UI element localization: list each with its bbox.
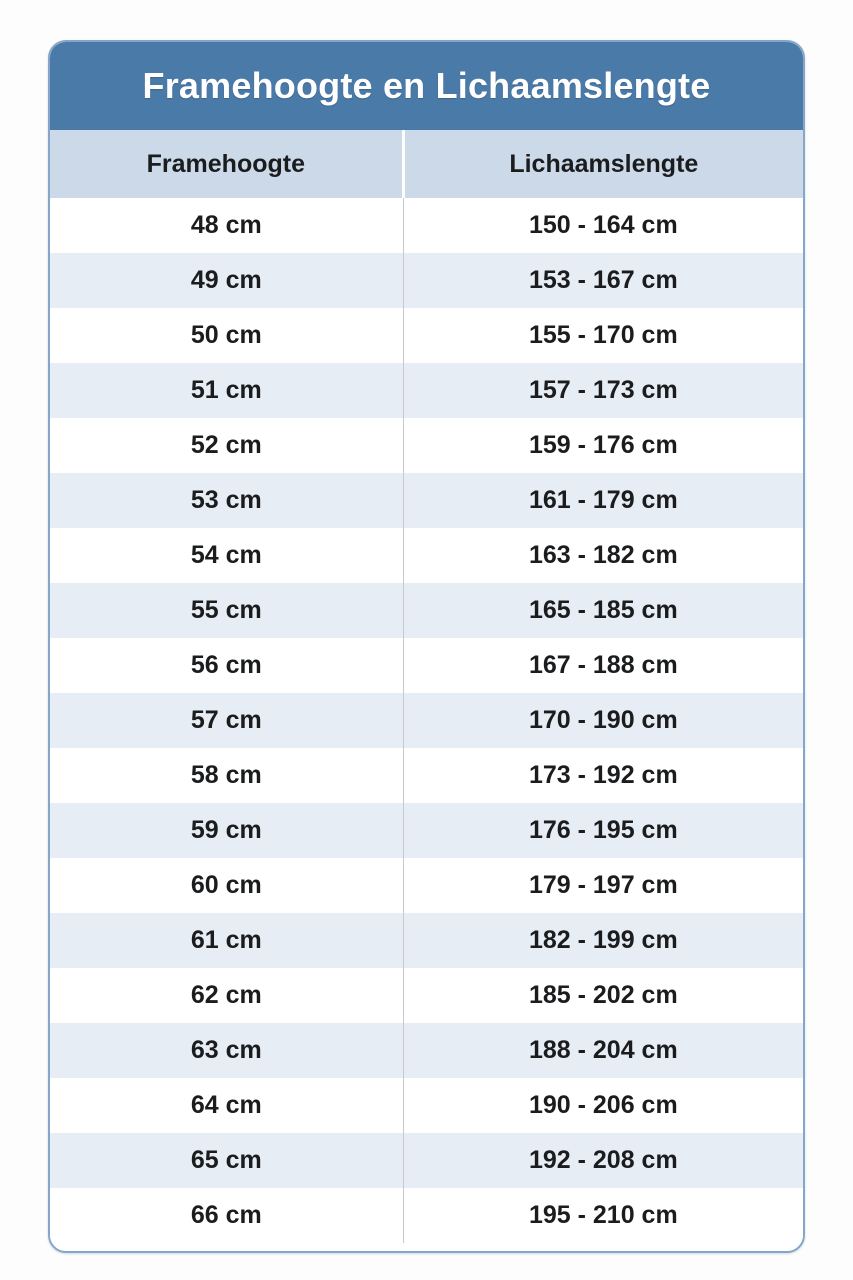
framehoogte-cell: 64 cm xyxy=(50,1078,404,1133)
framehoogte-cell: 65 cm xyxy=(50,1133,404,1188)
size-table: Framehoogte Lichaamslengte 48 cm 150 - 1… xyxy=(50,130,803,1243)
table-row: 60 cm 179 - 197 cm xyxy=(50,858,803,913)
lichaamslengte-cell: 195 - 210 cm xyxy=(528,1201,678,1229)
table-row: 61 cm 182 - 199 cm xyxy=(50,913,803,968)
lichaamslengte-cell: 159 - 176 cm xyxy=(528,431,678,459)
lichaamslengte-cell: 167 - 188 cm xyxy=(528,651,678,679)
table-row: 62 cm 185 - 202 cm xyxy=(50,968,803,1023)
lichaamslengte-cell: 192 - 208 cm xyxy=(528,1146,678,1174)
lichaamslengte-cell: 157 - 173 cm xyxy=(528,376,678,404)
table-row: 51 cm 157 - 173 cm xyxy=(50,363,803,418)
lichaamslengte-cell: 190 - 206 cm xyxy=(528,1091,678,1119)
table-row: 66 cm 195 - 210 cm xyxy=(50,1188,803,1243)
table-row: 48 cm 150 - 164 cm xyxy=(50,198,803,253)
lichaamslengte-cell: 188 - 204 cm xyxy=(528,1036,678,1064)
framehoogte-cell: 49 cm xyxy=(50,253,404,308)
lichaamslengte-cell: 182 - 199 cm xyxy=(528,926,678,954)
framehoogte-cell: 58 cm xyxy=(50,748,404,803)
table-row: 57 cm 170 - 190 cm xyxy=(50,693,803,748)
lichaamslengte-cell: 185 - 202 cm xyxy=(528,981,678,1009)
framehoogte-cell: 50 cm xyxy=(50,308,404,363)
table-row: 64 cm 190 - 206 cm xyxy=(50,1078,803,1133)
table-body: 48 cm 150 - 164 cm 49 cm 153 - 167 cm 50… xyxy=(50,198,803,1243)
table-row: 63 cm 188 - 204 cm xyxy=(50,1023,803,1078)
lichaamslengte-cell: 176 - 195 cm xyxy=(528,816,678,844)
lichaamslengte-cell: 155 - 170 cm xyxy=(528,321,678,349)
framehoogte-cell: 57 cm xyxy=(50,693,404,748)
framehoogte-cell: 48 cm xyxy=(50,198,404,253)
size-chart-card: Framehoogte en Lichaamslengte Framehoogt… xyxy=(48,40,805,1253)
table-header: Framehoogte Lichaamslengte xyxy=(50,130,803,198)
framehoogte-cell: 66 cm xyxy=(50,1188,404,1243)
table-row: 52 cm 159 - 176 cm xyxy=(50,418,803,473)
framehoogte-cell: 62 cm xyxy=(50,968,404,1023)
lichaamslengte-cell: 163 - 182 cm xyxy=(528,541,678,569)
header-cell-lichaamslengte: Lichaamslengte xyxy=(403,130,803,198)
framehoogte-cell: 60 cm xyxy=(50,858,404,913)
framehoogte-cell: 63 cm xyxy=(50,1023,404,1078)
lichaamslengte-cell: 173 - 192 cm xyxy=(528,761,678,789)
lichaamslengte-cell: 161 - 179 cm xyxy=(528,486,678,514)
framehoogte-cell: 52 cm xyxy=(50,418,404,473)
table-row: 53 cm 161 - 179 cm xyxy=(50,473,803,528)
header-cell-framehoogte: Framehoogte xyxy=(50,130,405,198)
framehoogte-cell: 51 cm xyxy=(50,363,404,418)
lichaamslengte-cell: 165 - 185 cm xyxy=(528,596,678,624)
lichaamslengte-cell: 179 - 197 cm xyxy=(528,871,678,899)
table-row: 59 cm 176 - 195 cm xyxy=(50,803,803,858)
header-row: Framehoogte Lichaamslengte xyxy=(50,130,803,198)
table-row: 58 cm 173 - 192 cm xyxy=(50,748,803,803)
lichaamslengte-cell: 170 - 190 cm xyxy=(528,706,678,734)
framehoogte-cell: 53 cm xyxy=(50,473,404,528)
framehoogte-cell: 56 cm xyxy=(50,638,404,693)
chart-title-bar: Framehoogte en Lichaamslengte xyxy=(50,42,803,130)
framehoogte-cell: 61 cm xyxy=(50,913,404,968)
table-row: 54 cm 163 - 182 cm xyxy=(50,528,803,583)
table-row: 49 cm 153 - 167 cm xyxy=(50,253,803,308)
lichaamslengte-cell: 150 - 164 cm xyxy=(528,211,678,239)
table-row: 56 cm 167 - 188 cm xyxy=(50,638,803,693)
framehoogte-cell: 55 cm xyxy=(50,583,404,638)
table-row: 65 cm 192 - 208 cm xyxy=(50,1133,803,1188)
framehoogte-cell: 54 cm xyxy=(50,528,404,583)
table-row: 55 cm 165 - 185 cm xyxy=(50,583,803,638)
table-row: 50 cm 155 - 170 cm xyxy=(50,308,803,363)
framehoogte-cell: 59 cm xyxy=(50,803,404,858)
lichaamslengte-cell: 153 - 167 cm xyxy=(528,266,678,294)
chart-title: Framehoogte en Lichaamslengte xyxy=(142,65,711,106)
